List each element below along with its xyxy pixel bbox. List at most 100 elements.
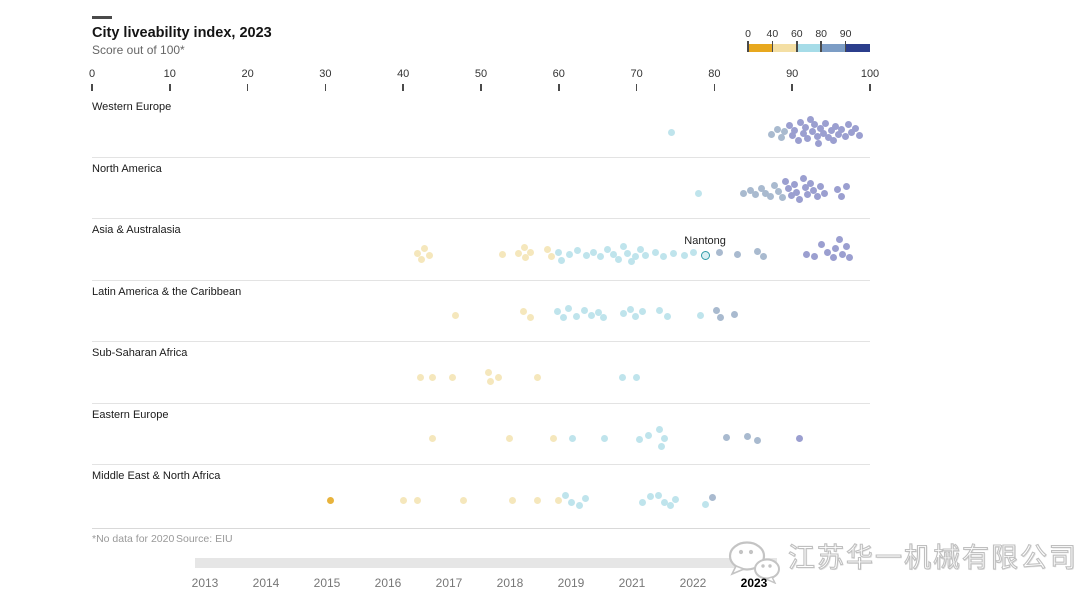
data-point xyxy=(421,244,429,252)
data-point xyxy=(817,183,825,190)
timeline-year[interactable]: 2019 xyxy=(557,576,585,590)
data-point xyxy=(414,249,422,257)
data-point xyxy=(619,242,627,250)
timeline-year[interactable]: 2016 xyxy=(374,576,402,590)
data-point xyxy=(553,308,561,315)
x-axis-tick xyxy=(791,84,793,91)
data-point xyxy=(777,133,785,141)
data-point xyxy=(744,433,752,440)
data-point xyxy=(549,435,557,442)
year-slider-track[interactable] xyxy=(195,558,777,568)
data-point xyxy=(829,136,837,144)
data-point xyxy=(623,249,631,257)
data-point xyxy=(773,125,781,133)
data-point xyxy=(843,242,851,250)
data-point xyxy=(713,307,721,314)
data-point xyxy=(508,496,516,504)
timeline-year[interactable]: 2017 xyxy=(435,576,463,590)
data-point xyxy=(449,373,457,381)
x-axis-label: 30 xyxy=(319,68,332,80)
data-point xyxy=(838,125,846,133)
legend-tick-label: 90 xyxy=(839,28,852,40)
data-point xyxy=(399,496,407,504)
data-point xyxy=(836,235,844,243)
data-point xyxy=(796,435,804,442)
data-point xyxy=(514,249,522,257)
data-point xyxy=(793,189,801,196)
region-label: Sub-Saharan Africa xyxy=(92,347,188,359)
data-point xyxy=(599,314,607,321)
data-point xyxy=(808,127,816,135)
x-axis-label: 10 xyxy=(163,68,176,80)
data-point xyxy=(835,130,843,138)
data-point xyxy=(785,121,793,129)
data-point xyxy=(734,250,742,258)
timeline-year[interactable]: 2013 xyxy=(191,576,219,590)
x-axis-label: 80 xyxy=(708,68,721,80)
data-point xyxy=(754,247,762,255)
data-point xyxy=(794,136,802,144)
data-point xyxy=(780,127,788,135)
data-point xyxy=(844,120,852,128)
data-point xyxy=(757,185,765,192)
data-point xyxy=(561,491,569,499)
data-point xyxy=(813,193,821,200)
data-point xyxy=(609,250,617,258)
data-point xyxy=(486,377,494,385)
data-point xyxy=(429,435,437,442)
data-point xyxy=(526,248,534,256)
data-point xyxy=(494,373,502,381)
data-point xyxy=(520,308,528,315)
highlight-label: Nantong xyxy=(684,235,726,247)
data-point xyxy=(573,246,581,254)
x-axis-tick xyxy=(91,84,93,91)
x-axis-tick xyxy=(246,84,249,91)
data-point xyxy=(846,253,854,261)
legend-tick xyxy=(844,41,847,52)
source-label: Source: EIU xyxy=(176,533,233,545)
data-point xyxy=(418,255,426,263)
region-label: Middle East & North Africa xyxy=(92,470,221,482)
data-point xyxy=(833,186,841,193)
watermark-text: 江苏华一机械有限公司 xyxy=(787,542,1078,573)
data-point xyxy=(548,252,556,260)
data-point xyxy=(723,434,731,441)
data-point xyxy=(664,313,672,320)
x-axis: 0 10 20 30 40 50 60 70 80 90 100 xyxy=(0,68,1080,94)
data-point xyxy=(654,491,662,499)
legend-tick-label: 80 xyxy=(815,28,828,40)
data-point xyxy=(582,251,590,259)
timeline-year[interactable]: 2018 xyxy=(496,576,524,590)
data-point xyxy=(631,313,639,320)
data-point xyxy=(746,187,754,194)
data-point xyxy=(596,252,604,260)
data-point xyxy=(642,251,650,259)
x-axis-tick xyxy=(869,84,871,91)
timeline-year[interactable]: 2021 xyxy=(618,576,646,590)
data-point xyxy=(829,253,837,261)
x-axis-label: 60 xyxy=(552,68,565,80)
x-axis-tick xyxy=(169,84,171,91)
legend-tick xyxy=(796,41,798,52)
region-label: Western Europe xyxy=(92,101,172,113)
data-point xyxy=(822,119,830,127)
data-point xyxy=(534,373,542,381)
tagline-rule xyxy=(92,16,112,19)
timeline-year[interactable]: 2022 xyxy=(679,576,707,590)
data-point xyxy=(806,115,814,123)
data-point xyxy=(633,373,641,381)
timeline-year[interactable]: 2014 xyxy=(252,576,280,590)
x-axis-tick xyxy=(402,84,404,91)
timeline-year[interactable]: 2015 xyxy=(313,576,341,590)
data-point xyxy=(810,187,818,194)
timeline-year[interactable]: 2023 xyxy=(740,576,768,590)
data-point xyxy=(499,250,507,258)
data-point xyxy=(639,308,647,315)
row-separator xyxy=(92,279,870,281)
data-point xyxy=(731,311,739,318)
data-point xyxy=(656,426,664,433)
x-axis-label: 90 xyxy=(786,68,799,80)
legend-tick xyxy=(747,41,749,52)
